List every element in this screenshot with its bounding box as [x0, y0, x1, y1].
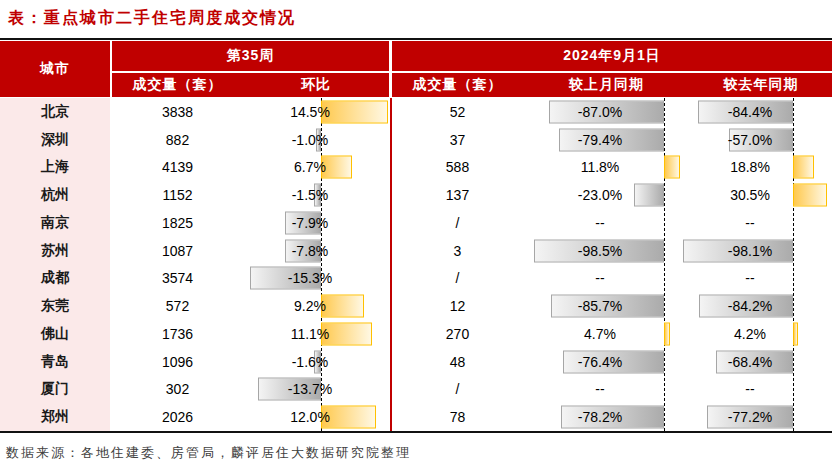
table-top-border: [0, 38, 832, 40]
col-header-city: 城市: [0, 41, 110, 97]
week-volume-value: 1087: [112, 237, 243, 265]
mom-change-value: -85.7%: [530, 292, 670, 320]
wow-change-value: -7.8%: [240, 237, 380, 265]
wow-change-value: -15.3%: [240, 265, 380, 293]
yoy-change-value: --: [680, 265, 820, 293]
city-name: 郑州: [0, 403, 110, 431]
date-volume-value: 270: [392, 320, 523, 348]
mom-change-value: -76.4%: [530, 348, 670, 376]
week-volume-value: 2026: [112, 403, 243, 431]
week-volume-value: 1825: [112, 209, 243, 237]
city-name: 苏州: [0, 237, 110, 265]
mom-change-value: 4.7%: [530, 320, 670, 348]
col-header-mom: 较上月同期: [523, 73, 690, 97]
col-header-date-volume: 成交量（套）: [392, 73, 523, 97]
wow-change-value: -7.9%: [240, 209, 380, 237]
table-row: 北京3838 52 14.5% -87.0% -84.4%: [0, 98, 832, 126]
city-name: 南京: [0, 209, 110, 237]
table-row: 青岛1096 48 -1.6% -76.4% -68.4%: [0, 348, 832, 376]
wow-change-value: 12.0%: [240, 403, 380, 431]
city-name: 青岛: [0, 348, 110, 376]
week-volume-value: 1736: [112, 320, 243, 348]
wow-change-value: -1.6%: [240, 348, 380, 376]
table-row: 佛山1736 270 11.1% 4.7% 4.2%: [0, 320, 832, 348]
table-row: 厦门302 / -13.7% -- --: [0, 376, 832, 404]
section-header-week35: 第35周: [112, 41, 389, 71]
yoy-change-value: -68.4%: [680, 348, 820, 376]
mom-change-value: -23.0%: [530, 181, 670, 209]
wow-change-value: -1.5%: [240, 181, 380, 209]
city-name: 东莞: [0, 292, 110, 320]
mom-change-value: --: [530, 265, 670, 293]
yoy-change-value: --: [680, 209, 820, 237]
yoy-change-value: 4.2%: [680, 320, 820, 348]
table-row: 杭州1152 137 -1.5% -23.0% 30.5%: [0, 181, 832, 209]
yoy-change-value: 18.8%: [680, 154, 820, 182]
section-header-date: 2024年9月1日: [392, 41, 832, 71]
week-volume-value: 3838: [112, 98, 243, 126]
city-name: 厦门: [0, 376, 110, 404]
date-volume-value: 48: [392, 348, 523, 376]
table-row: 上海4139 588 6.7% 11.8% 18.8%: [0, 154, 832, 182]
date-volume-value: 12: [392, 292, 523, 320]
table-row: 深圳882 37 -1.0% -79.4% -57.0%: [0, 126, 832, 154]
date-volume-value: 37: [392, 126, 523, 154]
col-header-week-volume: 成交量（套）: [112, 73, 243, 97]
week-volume-value: 1152: [112, 181, 243, 209]
wow-change-value: 14.5%: [240, 98, 380, 126]
mom-change-value: 11.8%: [530, 154, 670, 182]
date-volume-value: 137: [392, 181, 523, 209]
date-volume-value: 588: [392, 154, 523, 182]
week-volume-value: 1096: [112, 348, 243, 376]
week-volume-value: 302: [112, 376, 243, 404]
date-volume-value: 52: [392, 98, 523, 126]
wow-change-value: 11.1%: [240, 320, 380, 348]
yoy-change-value: -98.1%: [680, 237, 820, 265]
mom-change-value: -78.2%: [530, 403, 670, 431]
table-row: 郑州2026 78 12.0% -78.2% -77.2%: [0, 403, 832, 431]
date-volume-value: /: [392, 376, 523, 404]
yoy-change-value: -84.2%: [680, 292, 820, 320]
wow-change-value: -1.0%: [240, 126, 380, 154]
mom-change-value: --: [530, 376, 670, 404]
mom-change-value: -87.0%: [530, 98, 670, 126]
col-header-wow: 环比: [243, 73, 389, 97]
city-name: 北京: [0, 98, 110, 126]
date-volume-value: 78: [392, 403, 523, 431]
wow-change-value: 9.2%: [240, 292, 380, 320]
col-header-yoy: 较去年同期: [690, 73, 832, 97]
mom-change-value: --: [530, 209, 670, 237]
mom-change-value: -98.5%: [530, 237, 670, 265]
week-volume-value: 882: [112, 126, 243, 154]
table-body: 北京3838 52 14.5% -87.0% -84.4% 深圳882 37 -1.0% -79…: [0, 98, 832, 431]
week-volume-value: 3574: [112, 265, 243, 293]
yoy-change-value: 30.5%: [680, 181, 820, 209]
city-name: 深圳: [0, 126, 110, 154]
date-volume-value: /: [392, 265, 523, 293]
date-volume-value: /: [392, 209, 523, 237]
city-name: 上海: [0, 154, 110, 182]
wow-change-value: 6.7%: [240, 154, 380, 182]
table-row: 南京1825 / -7.9% -- --: [0, 209, 832, 237]
page-title: 表：重点城市二手住宅周度成交情况: [8, 8, 296, 29]
city-name: 佛山: [0, 320, 110, 348]
yoy-change-value: --: [680, 376, 820, 404]
date-volume-value: 3: [392, 237, 523, 265]
wow-change-value: -13.7%: [240, 376, 380, 404]
table-row: 东莞572 12 9.2% -85.7% -84.2%: [0, 292, 832, 320]
table-bottom-border: [0, 431, 832, 433]
week-volume-value: 572: [112, 292, 243, 320]
yoy-change-value: -84.4%: [680, 98, 820, 126]
week-volume-value: 4139: [112, 154, 243, 182]
mom-change-value: -79.4%: [530, 126, 670, 154]
report-screenshot: 表：重点城市二手住宅周度成交情况 城市 第35周 2024年9月1日 成交量（套…: [0, 0, 832, 470]
yoy-change-value: -77.2%: [680, 403, 820, 431]
data-source-note: 数据来源：各地住建委、房管局，麟评居住大数据研究院整理: [6, 444, 411, 462]
yoy-change-value: -57.0%: [680, 126, 820, 154]
city-name: 成都: [0, 265, 110, 293]
table-row: 成都3574 / -15.3% -- --: [0, 265, 832, 293]
table-row: 苏州1087 3 -7.8% -98.5% -98.1%: [0, 237, 832, 265]
city-name: 杭州: [0, 181, 110, 209]
